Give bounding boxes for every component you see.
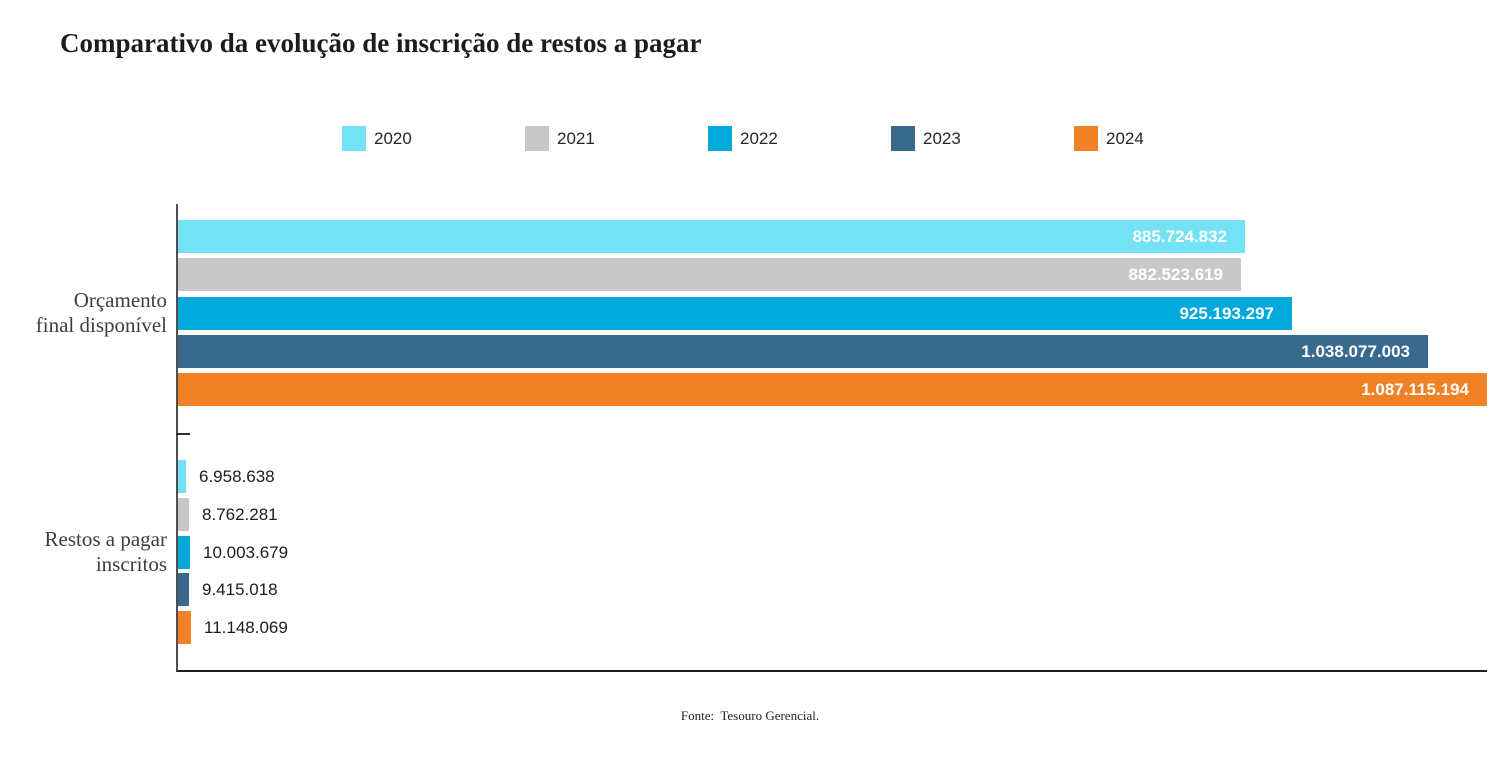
bar-value-label: 10.003.679 xyxy=(203,543,289,562)
bar-value-label: 6.958.638 xyxy=(199,467,275,486)
bar-2024-orcamento: 1.087.115.194 xyxy=(178,373,1487,406)
legend-item-2022: 2022 xyxy=(708,126,891,151)
chart-title: Comparativo da evolução de inscrição de … xyxy=(60,28,702,58)
legend: 2020 2021 2022 2023 2024 xyxy=(342,126,1257,151)
bar-value-label: 8.762.281 xyxy=(202,505,278,524)
legend-item-label: 2021 xyxy=(557,129,595,148)
legend-item-label: 2020 xyxy=(374,129,412,148)
bar-2023-orcamento: 1.038.077.003 xyxy=(178,335,1428,368)
bar-value-label: 1.038.077.003 xyxy=(1301,342,1410,361)
bar-value-label: 882.523.619 xyxy=(1128,265,1223,284)
legend-swatch xyxy=(891,126,915,151)
legend-swatch xyxy=(708,126,732,151)
category-label-orcamento: Orçamento final disponível xyxy=(0,288,167,338)
source-note: Fonte: Tesouro Gerencial. xyxy=(680,708,820,723)
bar-value-label: 11.148.069 xyxy=(204,618,288,637)
bar-2024-restos: 11.148.069 xyxy=(178,611,288,644)
bar-2022-restos: 10.003.679 xyxy=(178,536,288,569)
legend-item-label: 2023 xyxy=(923,129,961,148)
bar-2020-orcamento: 885.724.832 xyxy=(178,220,1245,253)
plot-area: 885.724.832 6.958.638 882.523.619 8.762.281… xyxy=(176,204,1487,672)
legend-item-label: 2022 xyxy=(740,129,778,148)
category-divider-tick xyxy=(176,433,190,435)
bar-value-label: 925.193.297 xyxy=(1179,304,1274,323)
bar-2020-restos: 6.958.638 xyxy=(178,460,275,493)
legend-item-2024: 2024 xyxy=(1074,126,1257,151)
legend-swatch xyxy=(1074,126,1098,151)
bar-2021-restos: 8.762.281 xyxy=(178,498,278,531)
legend-item-2021: 2021 xyxy=(525,126,708,151)
bar-2022-orcamento: 925.193.297 xyxy=(178,297,1292,330)
legend-item-2020: 2020 xyxy=(342,126,525,151)
legend-item-2023: 2023 xyxy=(891,126,1074,151)
bar-2023-restos: 9.415.018 xyxy=(178,573,278,606)
bar-value-label: 1.087.115.194 xyxy=(1361,380,1469,399)
category-label-line: inscritos xyxy=(95,552,167,576)
category-label-line: Restos a pagar xyxy=(44,527,167,551)
legend-swatch xyxy=(525,126,549,151)
legend-item-label: 2024 xyxy=(1106,129,1144,148)
category-label-line: final disponível xyxy=(35,313,167,337)
category-label-line: Orçamento xyxy=(73,288,167,312)
bar-value-label: 9.415.018 xyxy=(202,580,278,599)
bar-value-label: 885.724.832 xyxy=(1132,227,1227,246)
legend-swatch xyxy=(342,126,366,151)
category-label-restos: Restos a pagar inscritos xyxy=(0,527,167,577)
bar-2021-orcamento: 882.523.619 xyxy=(178,258,1241,291)
